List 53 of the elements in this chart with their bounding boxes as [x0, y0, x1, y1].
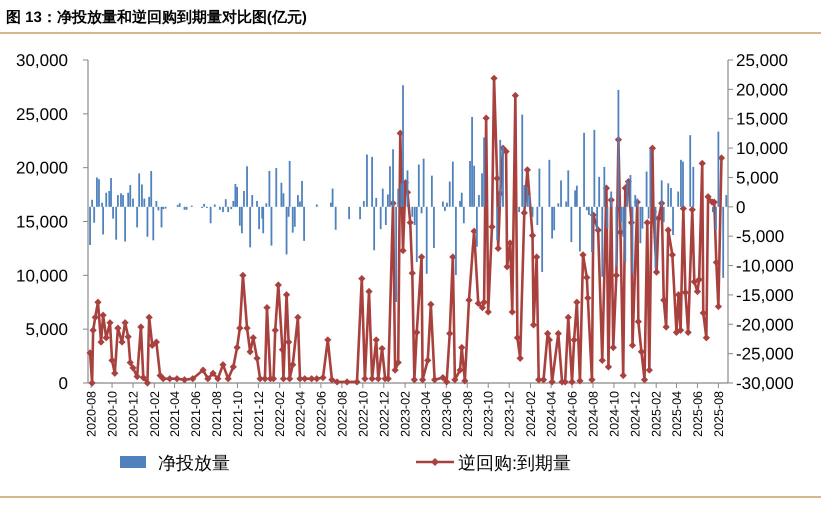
x-tick-label: 2022-06: [314, 390, 328, 437]
x-tick-label: 2023-02: [398, 390, 413, 437]
y2-tick-label: 0: [736, 198, 746, 217]
y2-tick-label: 5,000: [736, 168, 779, 188]
y2-tick-label: 25,000: [736, 51, 788, 70]
x-tick-label: 2021-08: [210, 390, 224, 437]
x-tick-label: 2023-10: [482, 390, 496, 437]
legend-label: 净投放量: [158, 453, 230, 473]
x-tick-label: 2021-06: [189, 390, 204, 437]
y-tick-label: 5,000: [25, 320, 68, 340]
y2-tick-label: 10,000: [736, 139, 788, 158]
y2-tick-label: -15,000: [736, 286, 794, 305]
x-tick-label: 2023-08: [460, 390, 475, 437]
y2-tick-label: 20,000: [736, 80, 788, 100]
y2-tick-label: 15,000: [736, 110, 788, 129]
x-tick-label: 2021-02: [148, 390, 162, 437]
y2-tick-label: -20,000: [736, 315, 794, 334]
y2-tick-label: -10,000: [736, 256, 794, 276]
y-tick-label: 15,000: [16, 212, 68, 232]
x-tick-label: 2022-08: [335, 390, 350, 437]
y2-tick-label: -5,000: [736, 227, 784, 246]
x-tick-label: 2024-08: [586, 390, 600, 437]
x-tick-label: 2024-10: [607, 390, 622, 437]
x-tick-label: 2024-04: [544, 390, 559, 437]
x-tick-label: 2024-12: [628, 390, 642, 437]
x-tick-label: 2023-06: [440, 390, 454, 437]
y2-tick-label: -25,000: [736, 344, 794, 364]
legend-label: 逆回购:到期量: [458, 453, 572, 473]
y-tick-label: 0: [58, 374, 68, 393]
x-tick-label: 2025-06: [690, 390, 705, 437]
x-tick-label: 2022-02: [273, 390, 288, 437]
y-tick-label: 30,000: [16, 51, 68, 70]
x-tick-label: 2020-12: [126, 390, 141, 437]
x-tick-label: 2021-10: [230, 390, 245, 437]
x-tick-label: 2022-12: [377, 390, 392, 437]
y-tick-label: 20,000: [16, 158, 68, 178]
x-tick-label: 2023-12: [502, 390, 517, 437]
y-tick-label: 25,000: [16, 104, 68, 124]
chart-title: 图 13：净投放量和逆回购到期量对比图(亿元): [6, 9, 307, 26]
y2-tick-label: -30,000: [736, 374, 794, 393]
x-tick-label: 2025-04: [670, 390, 684, 437]
x-tick-label: 2020-10: [106, 390, 120, 437]
x-tick-label: 2025-02: [650, 390, 664, 437]
y-tick-label: 10,000: [16, 266, 68, 286]
x-tick-label: 2021-04: [168, 390, 182, 437]
x-tick-label: 2024-06: [566, 390, 580, 437]
x-tick-label: 2023-04: [418, 390, 433, 437]
x-tick-label: 2025-08: [712, 390, 726, 437]
x-tick-label: 2022-04: [293, 390, 308, 437]
x-tick-label: 2024-02: [524, 390, 538, 437]
x-tick-label: 2020-08: [84, 390, 99, 437]
x-tick-label: 2022-10: [356, 390, 370, 437]
x-tick-label: 2021-12: [252, 390, 266, 437]
